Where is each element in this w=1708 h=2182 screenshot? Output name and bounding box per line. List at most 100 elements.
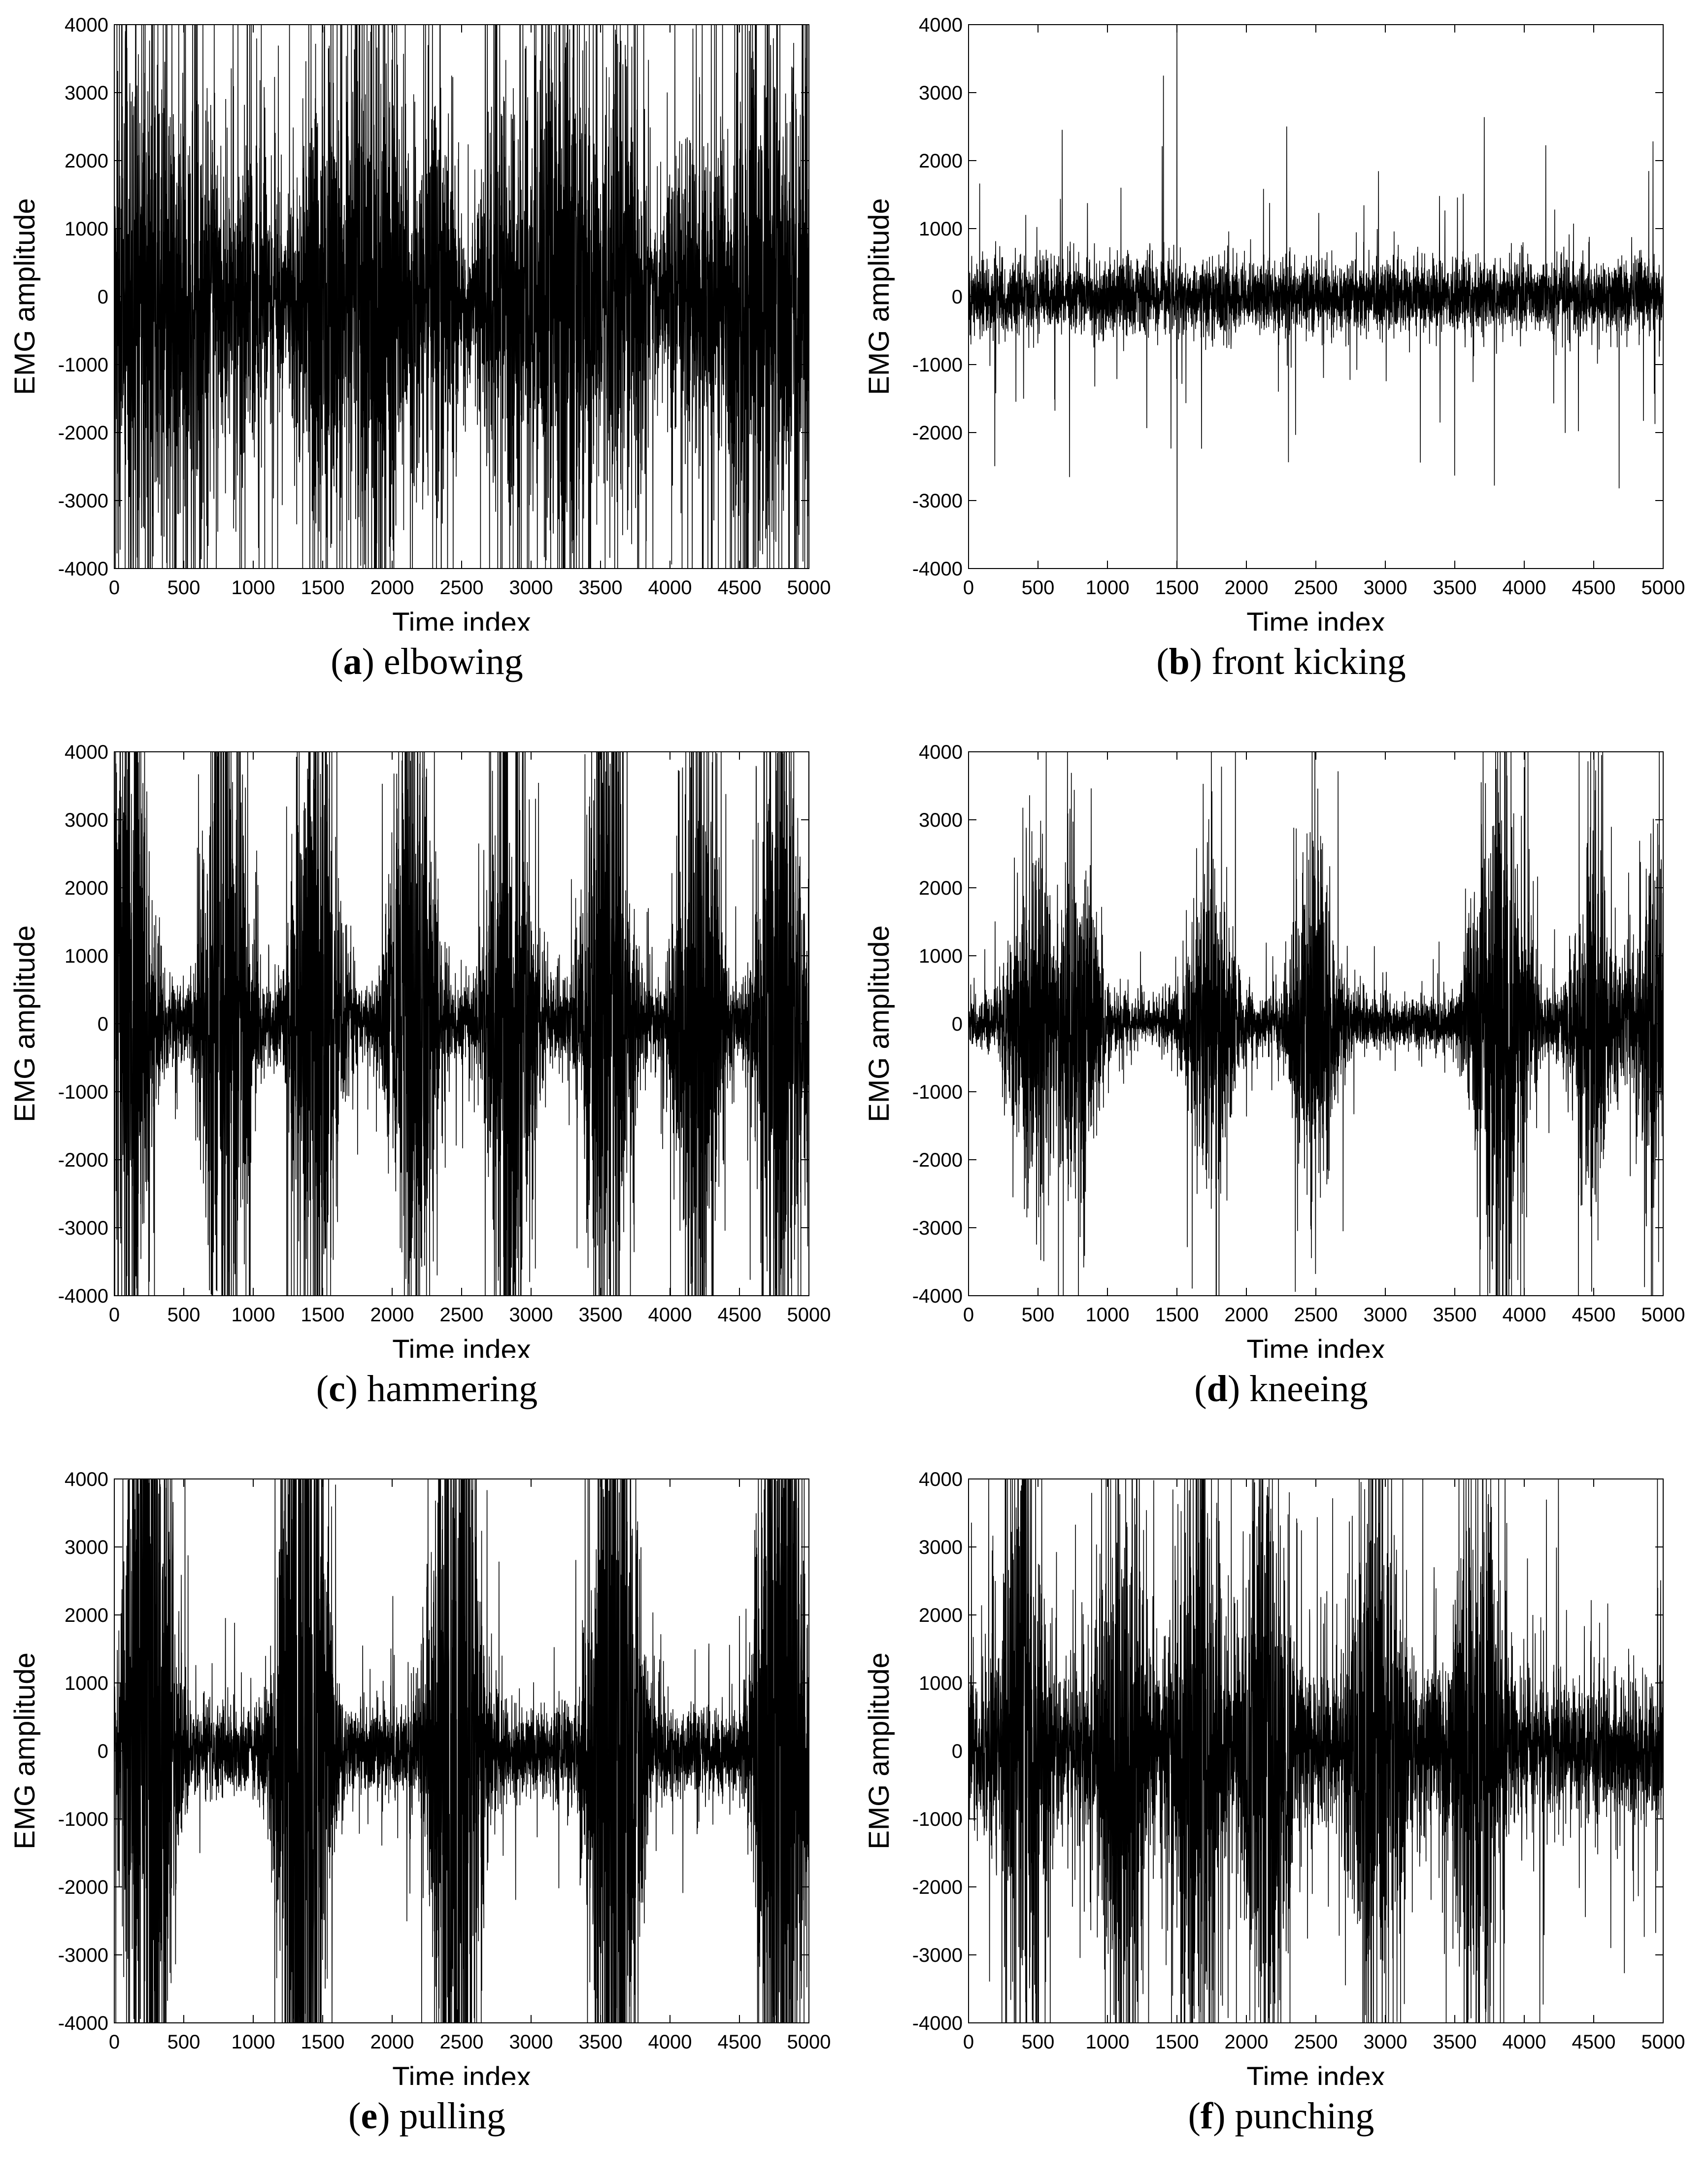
x-tick-label: 3500 — [579, 577, 623, 599]
x-tick-label: 3500 — [579, 2031, 623, 2053]
x-tick-label: 3000 — [1364, 1304, 1407, 1326]
panel-caption: (e) pulling — [348, 2095, 505, 2137]
x-tick-label: 5000 — [787, 577, 831, 599]
x-tick-label: 1500 — [301, 1304, 345, 1326]
y-tick-label: -1000 — [58, 1809, 108, 1830]
x-tick-label: 5000 — [1641, 2031, 1685, 2053]
x-tick-label: 3000 — [1364, 2031, 1407, 2053]
x-tick-label: 3500 — [1433, 577, 1477, 599]
y-tick-label: -4000 — [58, 1285, 108, 1307]
y-tick-label: 4000 — [65, 1469, 108, 1490]
y-tick-label: 1000 — [919, 218, 963, 240]
x-tick-label: 5000 — [1641, 1304, 1685, 1326]
y-tick-label: 2000 — [919, 1605, 963, 1626]
y-tick-label: -3000 — [58, 1945, 108, 1966]
x-tick-label: 500 — [167, 2031, 201, 2053]
x-tick-label: 500 — [1022, 577, 1055, 599]
x-tick-label: 3500 — [1433, 2031, 1477, 2053]
x-tick-label: 5000 — [1641, 577, 1685, 599]
chart-svg: 0 500 1000 1500 2000 2500 3000 3500 4000 4500 5000… — [863, 1469, 1685, 2085]
x-tick-label: 4000 — [1503, 1304, 1546, 1326]
caption-name: pulling — [399, 2095, 505, 2137]
x-tick-label: 4500 — [1572, 1304, 1616, 1326]
chart-panel-e: 0 500 1000 1500 2000 2500 3000 3500 4000 4500 5000… — [0, 1454, 854, 2182]
y-tick-label: 0 — [952, 1013, 963, 1035]
caption-letter: d — [1206, 1368, 1228, 1410]
chart-panel-c: 0 500 1000 1500 2000 2500 3000 3500 4000 4500 5000… — [0, 727, 854, 1454]
x-tick-label: 0 — [109, 2031, 120, 2053]
x-tick-label: 2500 — [1294, 577, 1338, 599]
y-tick-label: -3000 — [58, 490, 108, 512]
x-tick-label: 2000 — [1225, 1304, 1269, 1326]
y-axis-title: EMG amplitude — [9, 925, 41, 1122]
y-tick-label: -1000 — [58, 1081, 108, 1103]
caption-letter: c — [329, 1368, 345, 1410]
caption-name: elbowing — [383, 641, 523, 682]
x-axis-title: Time index — [1246, 1334, 1385, 1358]
x-tick-label: 1000 — [1086, 577, 1130, 599]
y-tick-label: 2000 — [65, 150, 108, 172]
x-tick-label: 4500 — [718, 577, 762, 599]
y-tick-label: -4000 — [912, 558, 963, 580]
x-tick-label: 4500 — [718, 1304, 762, 1326]
x-tick-label: 5000 — [787, 2031, 831, 2053]
y-tick-label: 3000 — [65, 82, 108, 104]
y-tick-label: 1000 — [919, 1673, 963, 1694]
caption-letter: b — [1169, 641, 1190, 682]
chart-panel-a: 0 500 1000 1500 2000 2500 3000 3500 4000 4500 5000… — [0, 0, 854, 727]
x-axis-title: Time index — [392, 1334, 531, 1358]
x-tick-label: 2500 — [440, 1304, 484, 1326]
caption-letter: a — [343, 641, 362, 682]
y-axis-title: EMG amplitude — [9, 198, 41, 395]
x-tick-label: 2500 — [1294, 2031, 1338, 2053]
y-tick-label: 3000 — [919, 1537, 963, 1558]
y-tick-label: -3000 — [58, 1217, 108, 1239]
emg-signal-line — [969, 752, 1663, 1296]
y-axis-title: EMG amplitude — [9, 1652, 41, 1849]
y-tick-label: -2000 — [912, 1877, 963, 1898]
emg-signal-line — [969, 1479, 1663, 2023]
y-tick-label: 1000 — [65, 218, 108, 240]
emg-signal-line — [114, 1479, 809, 2023]
chart-panel-d: 0 500 1000 1500 2000 2500 3000 3500 4000 4500 5000… — [854, 727, 1708, 1454]
x-tick-label: 0 — [109, 577, 120, 599]
y-tick-label: -1000 — [58, 354, 108, 376]
caption-name: hammering — [367, 1368, 538, 1410]
y-tick-label: -3000 — [912, 490, 963, 512]
x-tick-label: 3000 — [1364, 577, 1407, 599]
y-tick-label: 4000 — [919, 741, 963, 763]
y-tick-label: 0 — [98, 1741, 108, 1762]
caption-letter: e — [361, 2095, 378, 2137]
x-tick-label: 4500 — [718, 2031, 762, 2053]
y-tick-label: -1000 — [912, 1809, 963, 1830]
x-tick-label: 500 — [167, 1304, 201, 1326]
caption-letter: f — [1200, 2095, 1213, 2137]
x-tick-label: 4000 — [648, 2031, 692, 2053]
caption-name: kneeing — [1249, 1368, 1368, 1410]
y-tick-label: 1000 — [65, 1673, 108, 1694]
y-axis-title: EMG amplitude — [863, 198, 895, 395]
x-tick-label: 2500 — [440, 2031, 484, 2053]
y-tick-label: 1000 — [919, 945, 963, 967]
y-tick-label: -2000 — [58, 1877, 108, 1898]
y-tick-label: 0 — [952, 1741, 963, 1762]
x-tick-label: 1000 — [232, 577, 275, 599]
chart-svg: 0 500 1000 1500 2000 2500 3000 3500 4000 4500 5000… — [9, 14, 831, 631]
y-tick-label: 0 — [98, 1013, 108, 1035]
x-axis-title: Time index — [392, 2061, 531, 2085]
caption-name: punching — [1235, 2095, 1374, 2137]
x-tick-label: 1000 — [1086, 1304, 1130, 1326]
x-tick-label: 1000 — [232, 1304, 275, 1326]
y-tick-label: -2000 — [912, 422, 963, 444]
y-tick-label: 0 — [952, 286, 963, 308]
x-tick-label: 0 — [963, 577, 974, 599]
y-tick-label: -3000 — [912, 1945, 963, 1966]
emg-signal-line — [114, 25, 809, 569]
x-axis-title: Time index — [1246, 607, 1385, 631]
x-tick-label: 4500 — [1572, 577, 1616, 599]
y-tick-label: 3000 — [919, 82, 963, 104]
y-tick-label: 4000 — [65, 741, 108, 763]
chart-svg: 0 500 1000 1500 2000 2500 3000 3500 4000 4500 5000… — [863, 741, 1685, 1358]
x-tick-label: 2500 — [440, 577, 484, 599]
